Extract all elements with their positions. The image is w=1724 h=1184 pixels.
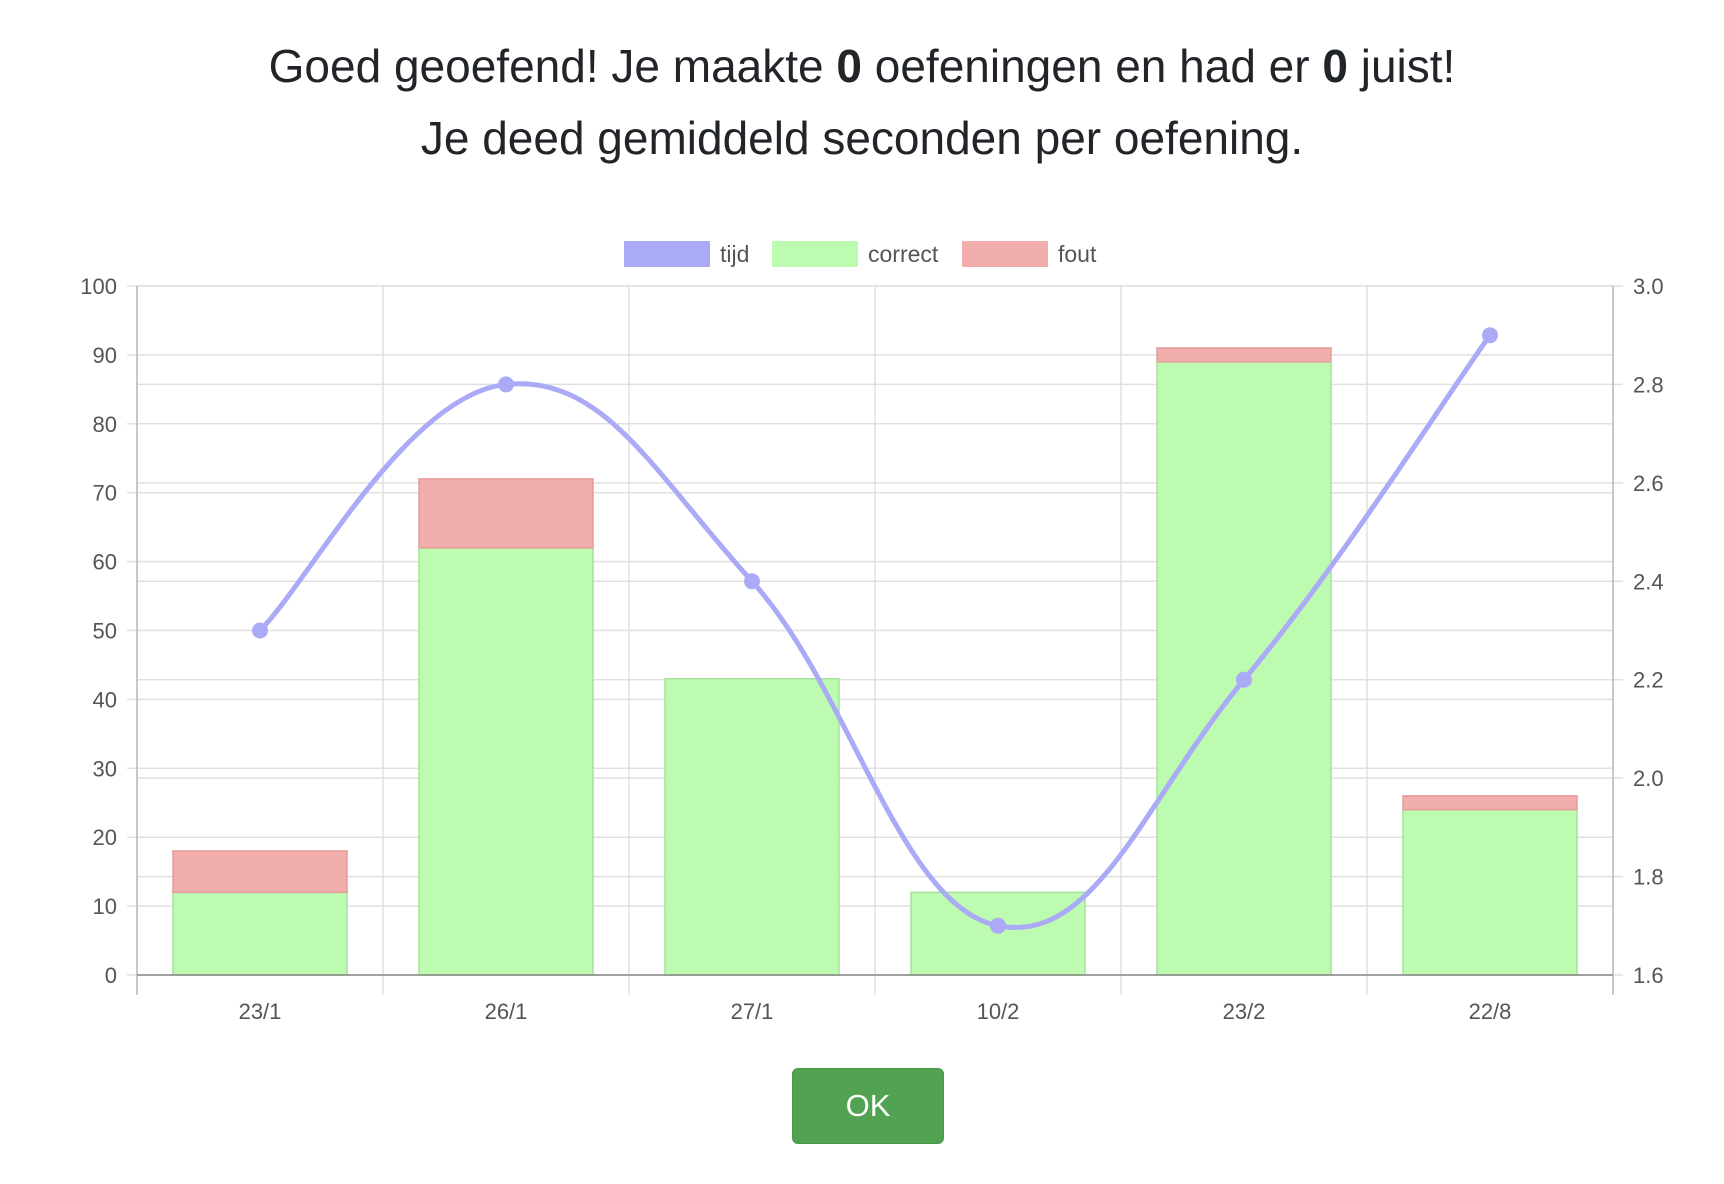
data-point-tijd (990, 917, 1006, 934)
legend-label-fout: fout (1058, 241, 1097, 267)
data-point-tijd (1236, 671, 1252, 688)
series-line-tijd (258, 333, 1493, 930)
summary-text: juist! (1347, 40, 1456, 92)
x-tick-label: 27/1 (731, 999, 774, 1024)
x-tick-label: 23/1 (239, 999, 282, 1024)
legend-label-tijd: tijd (720, 241, 749, 267)
y-left-tick-label: 30 (93, 756, 117, 781)
bar-correct (664, 677, 840, 976)
bar-fout (418, 478, 594, 549)
summary-line-2: Je deed gemiddeld seconden per oefening. (420, 112, 1304, 164)
y-left-tick-label: 10 (93, 894, 117, 919)
y-right-tick-label: 2.8 (1633, 372, 1664, 397)
progress-chart: 0 10 20 30 40 50 60 70 80 90 100 1.6 1.8 2.0 2.2 2.4 2.6… (80, 241, 1664, 1024)
summary-line-1: Goed geoefend! Je maakte 0 oefeningen en… (0, 36, 1724, 96)
y-right-tick-label: 1.8 (1633, 865, 1664, 890)
exercise-count: 0 (836, 40, 862, 92)
x-tick-label: 10/2 (977, 999, 1020, 1024)
x-tick-label: 26/1 (485, 999, 528, 1024)
y-right-tick-label: 2.0 (1633, 766, 1664, 791)
y-left-tick-label: 20 (93, 825, 117, 850)
bar-correct (418, 547, 594, 976)
data-point-tijd (1482, 327, 1498, 344)
data-point-tijd (744, 573, 760, 590)
summary-text: Goed geoefend! Je maakte (268, 40, 837, 92)
legend-swatch-tijd (624, 241, 710, 267)
correct-count: 0 (1322, 40, 1348, 92)
bar-correct (1156, 361, 1332, 976)
legend-swatch-correct (772, 241, 858, 267)
bar-fout (1402, 795, 1578, 811)
x-tick-label: 23/2 (1223, 999, 1266, 1024)
y-left-tick-label: 70 (93, 481, 117, 506)
bar-fout (172, 850, 348, 894)
ok-button[interactable]: OK (792, 1068, 944, 1144)
y-right-tick-label: 3.0 (1633, 274, 1664, 299)
y-left-tick-label: 60 (93, 550, 117, 575)
data-point-tijd (498, 376, 514, 393)
data-point-tijd (252, 622, 268, 639)
y-left-tick-label: 90 (93, 343, 117, 368)
y-left-tick-label: 40 (93, 687, 117, 712)
y-right-tick-label: 1.6 (1633, 963, 1664, 988)
y-left-tick-label: 50 (93, 619, 117, 644)
y-left-tick-label: 80 (93, 412, 117, 437)
y-right-tick-label: 2.6 (1633, 471, 1664, 496)
bar-correct (1402, 808, 1578, 976)
legend-label-correct: correct (868, 241, 939, 267)
legend-swatch-fout (962, 241, 1048, 267)
x-tick-label: 22/8 (1469, 999, 1512, 1024)
y-right-tick-label: 2.2 (1633, 668, 1664, 693)
bar-fout (1156, 347, 1332, 363)
y-left-tick-label: 100 (80, 274, 117, 299)
y-right-tick-label: 2.4 (1633, 569, 1664, 594)
y-left-tick-label: 0 (105, 963, 117, 988)
summary-text: oefeningen en had er (861, 40, 1323, 92)
bar-correct (172, 891, 348, 976)
